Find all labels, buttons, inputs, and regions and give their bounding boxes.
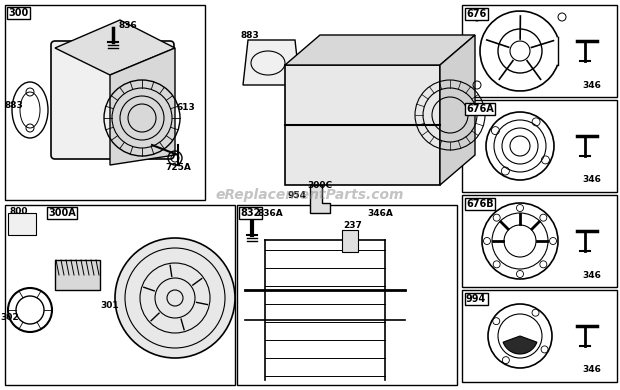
Text: 613: 613 [177,103,195,112]
Circle shape [115,238,235,358]
Polygon shape [285,65,440,185]
Wedge shape [503,336,537,354]
Text: 676A: 676A [466,104,494,114]
Text: 346: 346 [583,271,601,280]
Text: 836A: 836A [257,209,283,218]
Text: 346A: 346A [367,209,393,218]
Bar [237,205,457,385]
Bar [342,230,358,252]
Text: 300C: 300C [308,181,332,190]
Polygon shape [285,35,475,65]
Text: 994: 994 [466,294,486,304]
Text: 300: 300 [8,8,29,18]
Polygon shape [55,20,175,75]
Text: 676: 676 [466,9,486,19]
Text: 237: 237 [343,222,363,230]
Bar [5,205,235,385]
Bar [462,195,617,287]
Polygon shape [243,40,300,85]
Bar [462,100,617,192]
Text: 300A: 300A [48,208,76,218]
Bar [462,290,617,382]
Text: 800: 800 [10,207,29,216]
Text: 832: 832 [240,208,260,218]
Text: eReplacementParts.com: eReplacementParts.com [216,188,404,202]
Text: 346: 346 [583,176,601,184]
Text: 836: 836 [118,21,138,30]
Bar [8,213,36,235]
Text: 954: 954 [288,190,306,200]
Text: 883: 883 [241,30,259,39]
Text: 883: 883 [4,101,24,110]
Polygon shape [55,260,100,290]
Text: 301: 301 [100,301,119,310]
Text: 346: 346 [583,365,601,374]
Bar [5,5,205,200]
Polygon shape [440,35,475,185]
Text: 725A: 725A [165,163,191,172]
Polygon shape [310,185,330,213]
Text: 302: 302 [1,314,19,323]
Text: 346: 346 [583,80,601,89]
FancyBboxPatch shape [51,41,174,159]
Polygon shape [110,48,175,165]
Bar [462,5,617,97]
Text: 676B: 676B [466,199,494,209]
